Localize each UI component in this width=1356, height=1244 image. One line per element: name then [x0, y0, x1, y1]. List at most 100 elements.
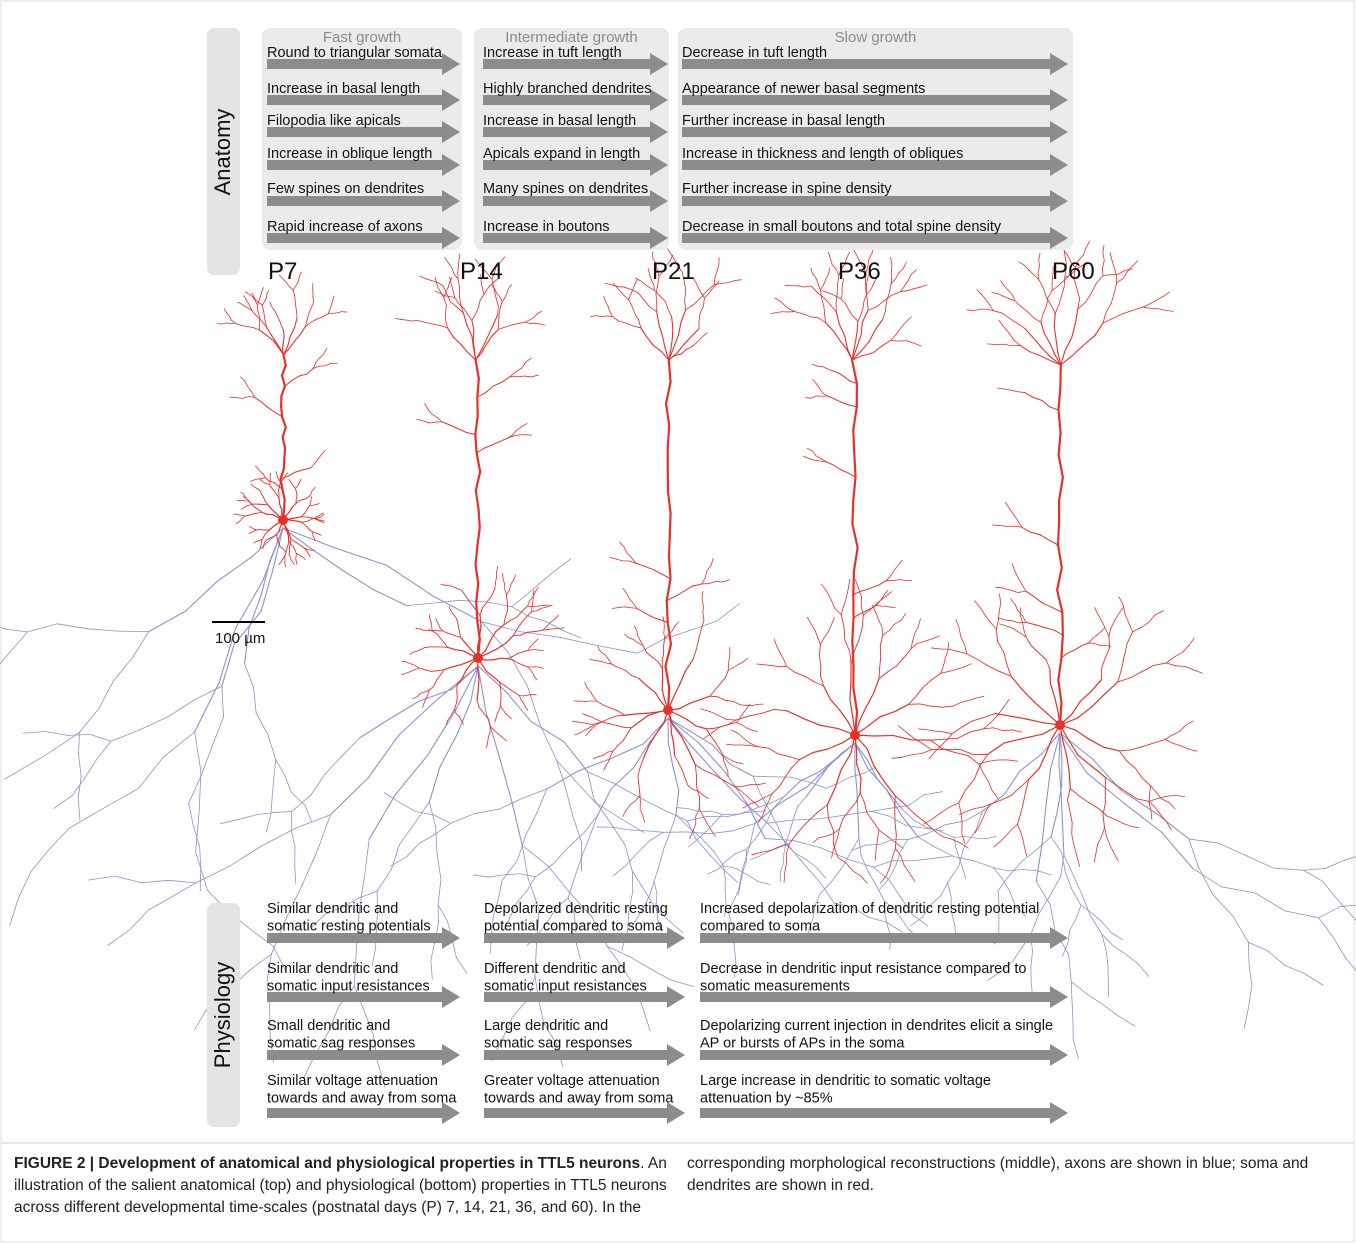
neurite [1168, 802, 1176, 810]
neurite [646, 830, 664, 833]
neurite [958, 810, 968, 816]
neurite [1037, 272, 1040, 281]
neurite [1090, 283, 1097, 294]
neurite [1102, 746, 1121, 752]
neurite [653, 864, 660, 882]
neurite [310, 491, 313, 495]
neurite [616, 287, 622, 293]
neurite [1017, 391, 1026, 393]
neurite [779, 843, 790, 848]
neurite [238, 519, 242, 523]
neurite [665, 260, 671, 267]
neurite [1247, 941, 1269, 952]
neurite [472, 329, 475, 341]
neurite [834, 398, 843, 403]
neurite [1101, 621, 1106, 630]
neurite [314, 518, 318, 521]
neurite [556, 759, 577, 782]
neurite [479, 614, 482, 627]
neurite [894, 795, 896, 810]
neurite [651, 656, 659, 663]
neurite [826, 591, 832, 601]
neurite [1002, 295, 1010, 300]
neurite [241, 507, 245, 510]
neurite [452, 663, 462, 668]
neurite [751, 729, 758, 732]
neurite [168, 879, 197, 884]
neurite [717, 714, 728, 720]
neurite [898, 340, 907, 342]
neurite [753, 803, 770, 810]
neurite [852, 405, 858, 432]
neurite [831, 850, 834, 859]
neurite [252, 296, 256, 302]
neurite [830, 599, 836, 609]
neurite [271, 777, 275, 797]
neurite [310, 463, 315, 469]
neurite [295, 500, 300, 504]
neurite [785, 831, 791, 845]
neurite [855, 792, 861, 803]
neurite [265, 334, 274, 342]
neurite [905, 731, 915, 740]
neurite [550, 618, 556, 623]
neurite [516, 610, 523, 618]
neurite [458, 253, 461, 261]
soma [278, 515, 288, 525]
neurite [1188, 838, 1199, 868]
neurite [835, 293, 838, 304]
neurite [881, 626, 884, 636]
neurite [395, 318, 402, 320]
neurite [1020, 831, 1024, 841]
neurite [751, 703, 758, 707]
neurite [593, 696, 598, 702]
neurite [887, 665, 898, 673]
arrow [483, 121, 668, 143]
neurite [516, 426, 523, 431]
neurite [498, 755, 513, 802]
neurite [303, 557, 306, 561]
neurite [1106, 815, 1116, 820]
arrow [483, 89, 668, 111]
neurite [201, 745, 213, 776]
neurite [556, 759, 566, 788]
neurite [261, 493, 265, 498]
neurite [608, 658, 612, 665]
neurite [291, 519, 298, 522]
neurite [5, 628, 29, 633]
neurite [652, 257, 657, 265]
neurite [948, 648, 959, 652]
neurite [449, 276, 452, 283]
neurite [821, 583, 828, 593]
neurite [1212, 893, 1234, 917]
neurite [940, 671, 949, 674]
neurite [1021, 526, 1031, 533]
neurite [459, 636, 466, 644]
neurite [1000, 280, 1005, 287]
neurite [999, 623, 1008, 627]
neurite [742, 860, 747, 873]
neurite [460, 720, 464, 725]
neurite [584, 727, 591, 731]
neurite [667, 358, 672, 383]
neurite [1057, 431, 1062, 457]
neurite [670, 337, 673, 350]
neurite [1063, 854, 1074, 876]
neurite [539, 666, 544, 669]
neurite [185, 581, 218, 612]
neurite [797, 285, 805, 288]
neurite [559, 636, 599, 647]
neurite [512, 653, 518, 657]
neurite [725, 853, 736, 862]
neurite [663, 637, 666, 647]
neurite [527, 646, 531, 651]
physiology-item: Depolarizing current injection in dendri… [700, 1018, 1053, 1034]
neurite [279, 481, 281, 487]
neurite [552, 847, 569, 865]
physiology-item: Small dendritic and [267, 1018, 390, 1034]
neurite [883, 780, 896, 797]
neurite [270, 333, 277, 342]
neurite [910, 640, 914, 650]
neurite [280, 374, 287, 388]
neurite [746, 874, 759, 882]
